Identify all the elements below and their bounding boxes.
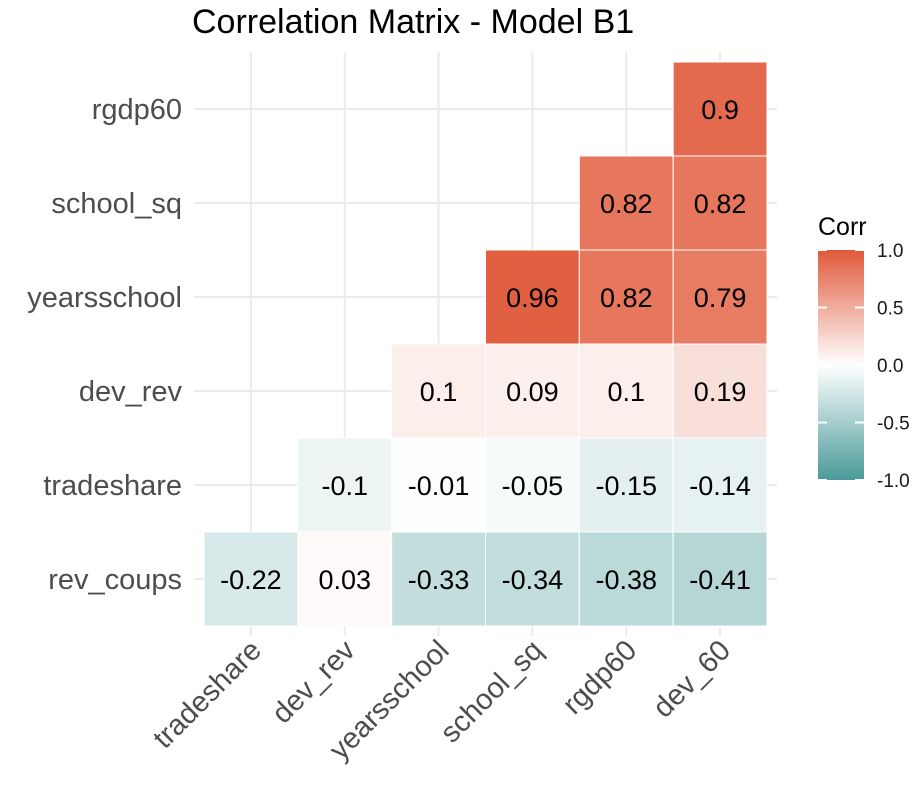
- heatmap-cell: [672, 343, 768, 439]
- heatmap-cell: [578, 249, 674, 345]
- cell-value-label: -0.34: [502, 565, 564, 595]
- cell-value-label: -0.1: [321, 471, 368, 501]
- heatmap-cell: [578, 437, 674, 533]
- heatmap-cell: [391, 343, 486, 439]
- cell-value-label: 0.82: [694, 189, 747, 219]
- heatmap-cell: [297, 531, 393, 627]
- y-tick-label: rev_coups: [48, 564, 182, 596]
- legend-tick-label: 0.5: [877, 299, 903, 320]
- heatmap-cell: [297, 437, 393, 533]
- x-tick-label: tradeshare: [147, 634, 268, 755]
- legend-tick-label: 0.0: [877, 356, 903, 377]
- y-tick-label: tradeshare: [43, 470, 182, 502]
- legend-title: Corr: [818, 213, 867, 241]
- chart-title: Correlation Matrix - Model B1: [192, 3, 634, 41]
- cell-value-label: 0.9: [701, 95, 739, 125]
- cell-value-label: -0.41: [689, 565, 751, 595]
- x-tick-label: rgdp60: [557, 634, 643, 720]
- y-axis-labels: rev_coups tradeshare dev_rev yearsschool sch…: [27, 94, 182, 596]
- heatmap-cell: [672, 61, 768, 157]
- x-tick-label: dev_rev: [266, 634, 362, 730]
- heatmap-cell: [485, 249, 580, 345]
- heatmap-cell: [672, 437, 768, 533]
- heatmap-cell: [672, 249, 768, 345]
- cell-value-label: -0.22: [220, 565, 282, 595]
- heatmap-cells: -0.22 0.03 -0.33 -0.34 -0.38 -0.41 -0.1 -0.01 -0…: [203, 61, 768, 627]
- cell-value-label: 0.19: [694, 377, 747, 407]
- y-tick-label: yearsschool: [27, 282, 182, 314]
- legend-tick-label: 1.0: [877, 241, 903, 262]
- y-tick-label: rgdp60: [92, 94, 182, 126]
- heatmap-cell: [578, 155, 674, 251]
- color-legend: Corr 1.0 0.5 0.0 -0.5 -1.0: [818, 213, 910, 492]
- heatmap-cell: [578, 343, 674, 439]
- cell-value-label: 0.1: [607, 377, 645, 407]
- heatmap-cell: [391, 437, 486, 533]
- cell-value-label: 0.03: [318, 565, 371, 595]
- cell-value-label: -0.14: [689, 471, 751, 501]
- cell-value-label: 0.96: [506, 283, 559, 313]
- cell-value-label: -0.15: [595, 471, 657, 501]
- legend-tick-label: -0.5: [877, 414, 910, 435]
- cell-value-label: 0.79: [694, 283, 747, 313]
- cell-value-label: 0.09: [506, 377, 559, 407]
- x-tick-label: school_sq: [434, 634, 549, 749]
- legend-tick-label: -1.0: [877, 471, 910, 492]
- cell-value-label: -0.33: [408, 565, 470, 595]
- y-tick-label: school_sq: [51, 188, 182, 220]
- y-tick-label: dev_rev: [79, 376, 183, 408]
- cell-value-label: -0.01: [408, 471, 470, 501]
- cell-value-label: -0.05: [502, 471, 564, 501]
- cell-value-label: 0.1: [420, 377, 458, 407]
- heatmap-cell: [203, 531, 299, 627]
- cell-value-label: -0.38: [595, 565, 657, 595]
- heatmap-cell: [485, 343, 580, 439]
- x-tick-label: dev_60: [647, 634, 737, 724]
- heatmap-cell: [672, 531, 768, 627]
- heatmap-cell: [672, 155, 768, 251]
- heatmap-cell: [578, 531, 674, 627]
- cell-value-label: 0.82: [600, 189, 653, 219]
- cell-value-label: 0.82: [600, 283, 653, 313]
